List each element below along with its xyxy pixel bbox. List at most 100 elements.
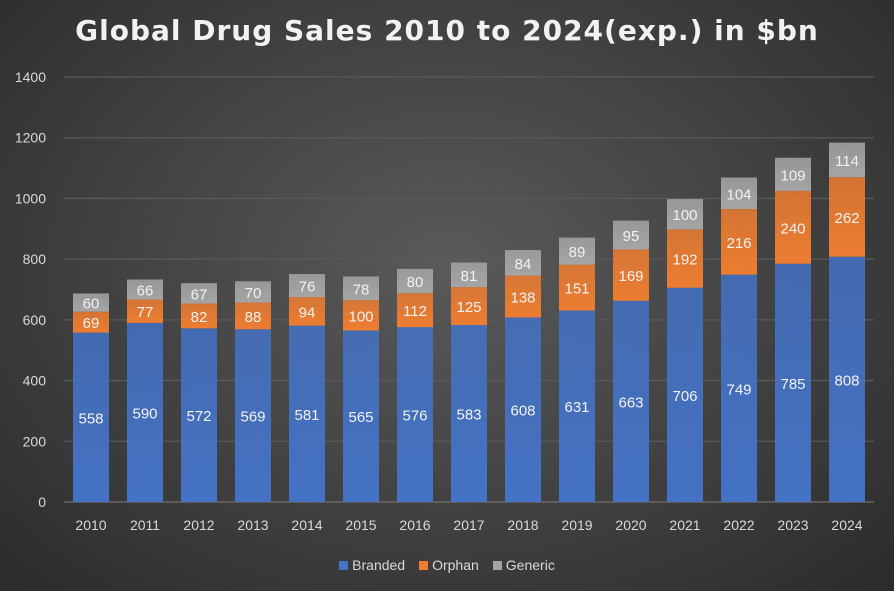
- legend-swatch-orphan: [419, 560, 429, 570]
- x-tick-label: 2011: [130, 517, 160, 533]
- data-label: 808: [834, 372, 859, 389]
- legend-label: Branded: [352, 557, 406, 573]
- bar-orphan: [397, 293, 433, 328]
- bar-orphan: [613, 249, 649, 301]
- data-label: 67: [191, 286, 208, 303]
- legend-swatch-generic: [492, 560, 502, 570]
- bar-branded: [289, 325, 325, 502]
- x-tick-label: 2024: [831, 517, 862, 533]
- bar-orphan: [451, 287, 487, 326]
- bar-orphan: [721, 209, 757, 275]
- data-label: 785: [780, 376, 805, 393]
- data-label: 706: [672, 388, 697, 405]
- bar-orphan: [775, 190, 811, 264]
- data-label: 631: [564, 399, 589, 416]
- bar-generic: [505, 250, 541, 276]
- data-label: 100: [672, 207, 697, 224]
- bar-generic: [721, 177, 757, 210]
- bar-branded: [127, 322, 163, 502]
- x-tick-label: 2016: [399, 517, 430, 533]
- data-label: 576: [402, 408, 427, 425]
- y-tick-label: 400: [23, 373, 47, 389]
- y-tick-label: 800: [23, 251, 47, 267]
- data-label: 81: [461, 268, 478, 285]
- data-label: 572: [186, 408, 211, 425]
- data-label: 138: [510, 289, 535, 306]
- x-tick-label: 2013: [237, 517, 268, 533]
- x-tick-label: 2022: [723, 517, 754, 533]
- legend-label: Generic: [505, 557, 555, 573]
- data-label: 749: [726, 381, 751, 398]
- bar-orphan: [127, 299, 163, 323]
- data-label: 581: [294, 407, 319, 424]
- data-label: 216: [726, 235, 751, 252]
- data-label: 109: [780, 167, 805, 184]
- bar-branded: [343, 330, 379, 502]
- data-label: 565: [348, 409, 373, 426]
- bar-branded: [559, 310, 595, 502]
- bar-orphan: [289, 297, 325, 326]
- data-label: 112: [403, 303, 427, 320]
- x-tick-label: 2023: [777, 517, 808, 533]
- data-label: 70: [245, 285, 262, 302]
- data-label: 89: [569, 244, 586, 261]
- data-label: 240: [780, 220, 805, 237]
- bar-generic: [397, 268, 433, 294]
- x-tick-label: 2017: [453, 517, 484, 533]
- data-label: 151: [564, 281, 589, 298]
- legend-label: Orphan: [432, 557, 479, 573]
- chart-title: Global Drug Sales 2010 to 2024(exp.) in …: [75, 14, 819, 47]
- data-label: 663: [618, 394, 643, 411]
- legend: Branded Orphan Generic: [0, 557, 894, 573]
- x-tick-label: 2010: [75, 517, 106, 533]
- data-label: 583: [456, 407, 481, 424]
- bar-generic: [181, 283, 217, 304]
- legend-item-orphan: Orphan: [419, 557, 479, 573]
- data-label: 60: [83, 296, 100, 313]
- x-tick-label: 2012: [183, 517, 214, 533]
- data-label: 69: [83, 315, 100, 332]
- bar-branded: [451, 325, 487, 502]
- bar-branded: [397, 327, 433, 502]
- data-label: 608: [510, 403, 535, 420]
- bar-orphan: [667, 229, 703, 288]
- bar-generic: [235, 281, 271, 303]
- bar-orphan: [343, 300, 379, 331]
- x-tick-label: 2014: [291, 517, 322, 533]
- y-tick-label: 1200: [15, 130, 46, 146]
- bar-generic: [451, 262, 487, 288]
- x-tick-label: 2019: [561, 517, 592, 533]
- data-label: 84: [515, 256, 532, 273]
- bar-orphan: [829, 177, 865, 257]
- data-label: 125: [456, 299, 481, 316]
- bar-orphan: [73, 311, 109, 333]
- data-label: 76: [299, 279, 316, 296]
- y-tick-label: 200: [23, 433, 47, 449]
- data-label: 558: [78, 410, 103, 427]
- x-tick-label: 2015: [345, 517, 376, 533]
- bar-branded: [613, 300, 649, 502]
- data-label: 569: [240, 409, 265, 426]
- bar-branded: [721, 274, 757, 502]
- y-tick-label: 600: [23, 312, 47, 328]
- y-tick-label: 1400: [15, 69, 46, 85]
- data-label: 94: [299, 304, 316, 321]
- data-label: 100: [348, 308, 373, 325]
- x-tick-label: 2018: [507, 517, 538, 533]
- data-label: 80: [407, 274, 424, 291]
- y-tick-label: 1000: [15, 190, 46, 206]
- bar-orphan: [235, 302, 271, 330]
- data-label: 88: [245, 309, 262, 326]
- data-label: 82: [191, 309, 208, 326]
- bar-generic: [667, 199, 703, 230]
- bar-branded: [829, 256, 865, 502]
- data-label: 77: [137, 304, 154, 321]
- bar-orphan: [181, 303, 217, 329]
- bar-branded: [667, 287, 703, 502]
- bar-branded: [775, 263, 811, 502]
- bar-generic: [829, 142, 865, 178]
- bar-orphan: [559, 264, 595, 311]
- bar-generic: [613, 220, 649, 250]
- legend-swatch-branded: [339, 560, 349, 570]
- bar-branded: [235, 329, 271, 502]
